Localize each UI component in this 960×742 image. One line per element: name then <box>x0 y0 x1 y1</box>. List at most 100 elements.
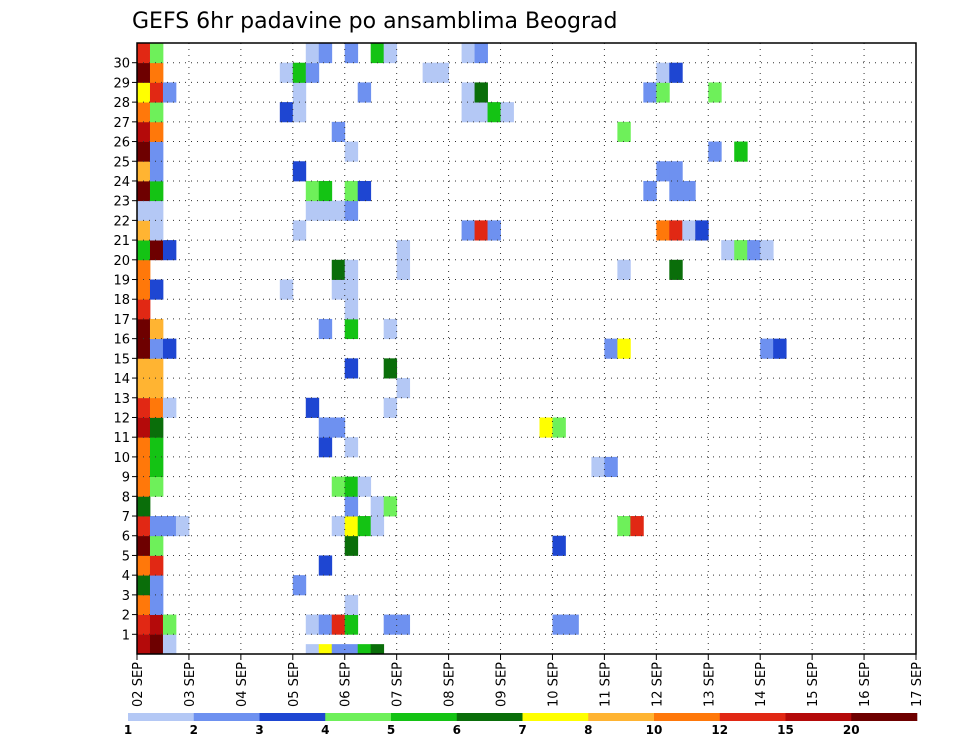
heatmap-cell <box>383 496 398 517</box>
colorbar: 1 2 3 4 5 6 7 8 10 12 15 20 <box>124 713 918 737</box>
heatmap-cell <box>149 397 164 418</box>
heatmap-cell <box>137 43 151 64</box>
heatmap-cell <box>656 220 670 241</box>
heatmap-cell <box>137 220 151 241</box>
heatmap-cell <box>669 180 683 202</box>
heatmap-cell <box>292 82 307 103</box>
colorbar-label: 5 <box>387 723 395 737</box>
x-tick-label: 09 SEP <box>495 662 510 707</box>
heatmap-cell <box>149 82 164 103</box>
heatmap-cell <box>331 614 346 635</box>
heatmap-cell <box>331 417 346 438</box>
heatmap-cell <box>162 240 177 261</box>
heatmap-cell <box>370 644 385 654</box>
heatmap-cell <box>137 476 151 497</box>
colorbar-swatch <box>719 713 786 721</box>
heatmap-cell <box>305 644 320 654</box>
x-tick-label: 10 SEP <box>546 662 561 707</box>
heatmap-cell <box>500 102 514 123</box>
colorbar-label: 7 <box>518 723 526 737</box>
x-tick-label: 03 SEP <box>183 662 198 707</box>
heatmap-cell <box>137 614 151 635</box>
heatmap-cell <box>137 62 151 83</box>
heatmap-cell <box>344 180 359 202</box>
heatmap-cell <box>656 62 670 83</box>
heatmap-cell <box>137 358 151 379</box>
heatmap-cell <box>137 161 151 182</box>
heatmap-cell <box>318 437 333 458</box>
plot-frame <box>136 42 917 655</box>
heatmap-cell <box>137 555 151 576</box>
colorbar-swatch <box>456 713 523 721</box>
heatmap-cell <box>305 43 320 64</box>
colorbar-label: 3 <box>255 723 263 737</box>
heatmap-cell <box>552 614 566 635</box>
x-tick-label: 14 SEP <box>754 662 769 707</box>
heatmap-cell <box>370 43 385 64</box>
heatmap-cell <box>643 180 657 202</box>
x-tick-label: 06 SEP <box>339 662 354 707</box>
heatmap-cell <box>149 555 164 576</box>
heatmap-cell <box>149 43 164 64</box>
heatmap-cell <box>344 43 359 64</box>
heatmap-cell <box>331 516 346 537</box>
heatmap-cell <box>149 279 164 300</box>
x-tick-label: 05 SEP <box>287 662 302 707</box>
heatmap-cell <box>461 220 475 241</box>
heatmap-cell <box>344 279 359 300</box>
heatmap-cell <box>137 121 151 142</box>
heatmap-cell <box>396 378 411 399</box>
heatmap-cell <box>318 644 333 654</box>
heatmap-cell <box>318 555 333 576</box>
heatmap-cell <box>175 516 190 537</box>
heatmap-cell <box>669 62 683 83</box>
heatmap-cell <box>370 516 385 537</box>
heatmap-cell <box>344 299 359 320</box>
heatmap-cell <box>487 220 501 241</box>
heatmap-cell <box>344 535 359 556</box>
heatmap-cell <box>396 259 411 280</box>
heatmap-cell <box>435 62 449 83</box>
heatmap-cell <box>604 456 618 478</box>
heatmap-cell <box>137 338 151 359</box>
heatmap-cell <box>162 82 177 103</box>
heatmap-cell <box>149 476 164 497</box>
heatmap-cell <box>396 240 411 261</box>
heatmap-cell <box>747 240 761 261</box>
heatmap-cell <box>552 417 566 438</box>
heatmap-cell <box>137 141 151 162</box>
colorbar-label: 1 <box>124 723 132 737</box>
heatmap-cell <box>565 614 579 635</box>
heatmap-cell <box>487 102 501 123</box>
y-tick-label: 16 <box>113 333 130 348</box>
heatmap-cell <box>357 82 372 103</box>
heatmap-cell <box>149 102 164 123</box>
heatmap-cell <box>137 102 151 123</box>
heatmap-cell <box>162 397 177 418</box>
heatmap-cell <box>474 220 488 241</box>
heatmap-cell <box>292 161 307 182</box>
heatmap-cell <box>137 594 151 615</box>
heatmap-cell <box>773 338 787 359</box>
heatmap-cell <box>137 259 151 280</box>
heatmap-cell <box>149 141 164 162</box>
heatmap-cell <box>760 240 774 261</box>
heatmap-cell <box>461 43 475 64</box>
heatmap-cell <box>149 614 164 635</box>
y-tick-label: 2 <box>122 609 130 624</box>
x-axis-ticks: 02 SEP 03 SEP 04 SEP 05 SEP 06 SEP 07 SEP 08 S… <box>131 654 925 707</box>
heatmap-cell <box>149 594 164 615</box>
heatmap-cell <box>656 161 670 182</box>
y-tick-label: 15 <box>113 352 130 367</box>
heatmap-cell <box>292 220 307 241</box>
heatmap-cell <box>137 456 151 478</box>
heatmap-cell <box>669 259 683 280</box>
heatmap-cell <box>344 476 359 497</box>
heatmap-cell <box>474 43 488 64</box>
heatmap-cell <box>305 200 320 221</box>
colorbar-label: 2 <box>190 723 198 737</box>
heatmap-cell <box>539 417 553 438</box>
heatmap-cell <box>292 102 307 123</box>
y-tick-label: 20 <box>113 254 130 269</box>
heatmap-cell <box>149 121 164 142</box>
